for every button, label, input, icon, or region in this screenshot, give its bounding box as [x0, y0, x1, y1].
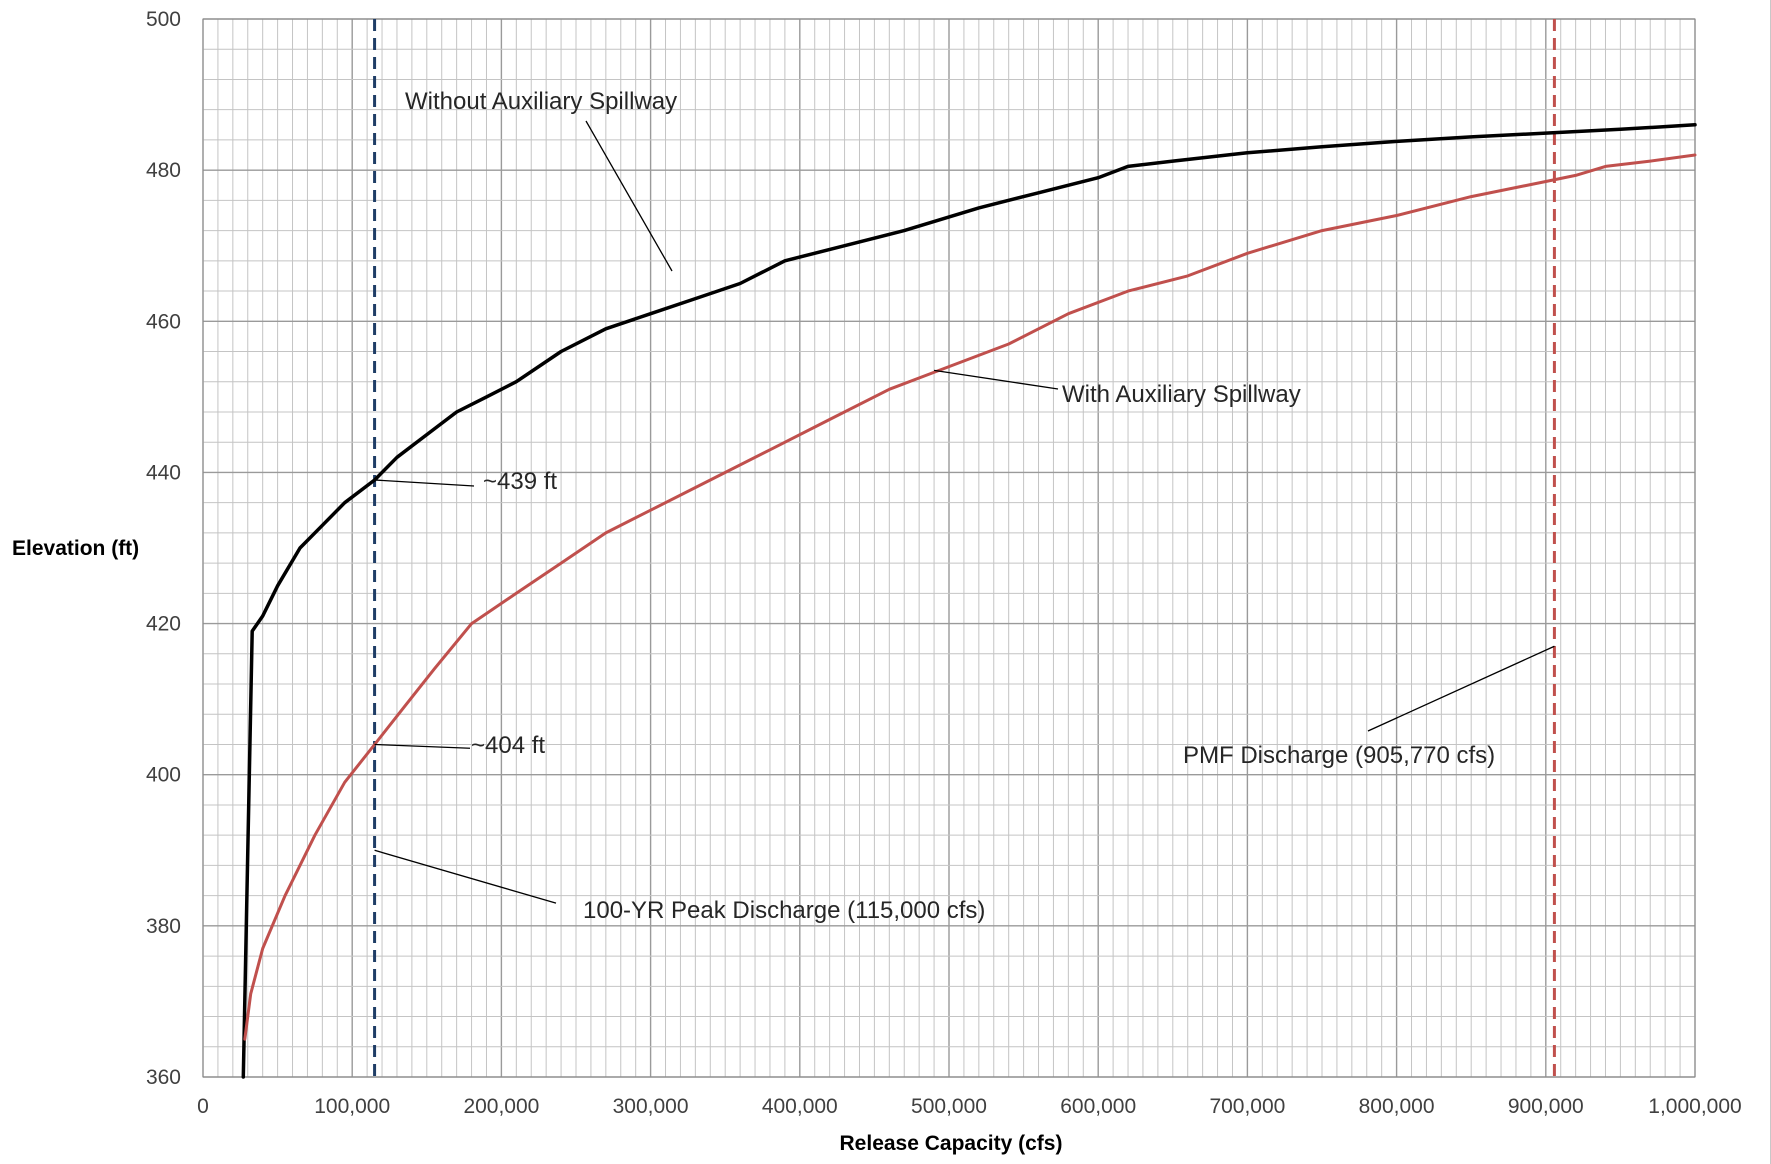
y-tick-label: 480 — [146, 159, 181, 182]
plot-frame — [202, 18, 1696, 1078]
x-tick-label: 100,000 — [314, 1095, 390, 1118]
x-tick-label: 200,000 — [463, 1095, 539, 1118]
x-tick-label: 700,000 — [1209, 1095, 1285, 1118]
y-tick-label: 440 — [146, 461, 181, 484]
y-tick-label: 360 — [146, 1066, 181, 1089]
x-tick-label: 900,000 — [1508, 1095, 1584, 1118]
x-tick-label: 500,000 — [911, 1095, 987, 1118]
x-axis-title: Release Capacity (cfs) — [840, 1132, 1063, 1155]
series-line — [243, 153, 1697, 1041]
reference-lines — [373, 19, 1556, 1077]
y-axis-title: Elevation (ft) — [12, 537, 139, 560]
grid — [202, 18, 1696, 1078]
x-tick-label: 1,000,000 — [1648, 1095, 1741, 1118]
y-tick-label: 420 — [146, 613, 181, 636]
series-line — [241, 123, 1697, 1079]
series — [241, 123, 1697, 1079]
x-tick-label: 300,000 — [613, 1095, 689, 1118]
x-tick-label: 400,000 — [762, 1095, 838, 1118]
x-tick-label: 0 — [197, 1095, 209, 1118]
y-tick-label: 380 — [146, 915, 181, 938]
annotation-label: 100-YR Peak Discharge (115,000 cfs) — [583, 897, 985, 924]
annotation-label: ~439 ft — [483, 468, 557, 495]
leader-line — [374, 743, 471, 749]
tick-labels: 0 100,000 200,000 300,000 400,000 500,000 600,… — [146, 8, 1742, 1118]
y-tick-label: 460 — [146, 310, 181, 333]
x-tick-label: 600,000 — [1060, 1095, 1136, 1118]
leader-line — [933, 369, 1059, 390]
leader-line — [1367, 645, 1555, 732]
annotation-label: Without Auxiliary Spillway — [405, 88, 677, 115]
leader-line — [374, 849, 557, 904]
annotations: Without Auxiliary Spillway With Auxiliary… — [374, 88, 1555, 924]
annotation-label: ~404 ft — [471, 732, 545, 759]
annotation-label: With Auxiliary Spillway — [1062, 381, 1301, 408]
leader-line — [374, 479, 475, 487]
x-tick-label: 800,000 — [1359, 1095, 1435, 1118]
annotation-label: PMF Discharge (905,770 cfs) — [1183, 742, 1495, 769]
leader-line — [585, 120, 673, 272]
y-tick-label: 500 — [146, 8, 181, 31]
y-tick-label: 400 — [146, 764, 181, 787]
